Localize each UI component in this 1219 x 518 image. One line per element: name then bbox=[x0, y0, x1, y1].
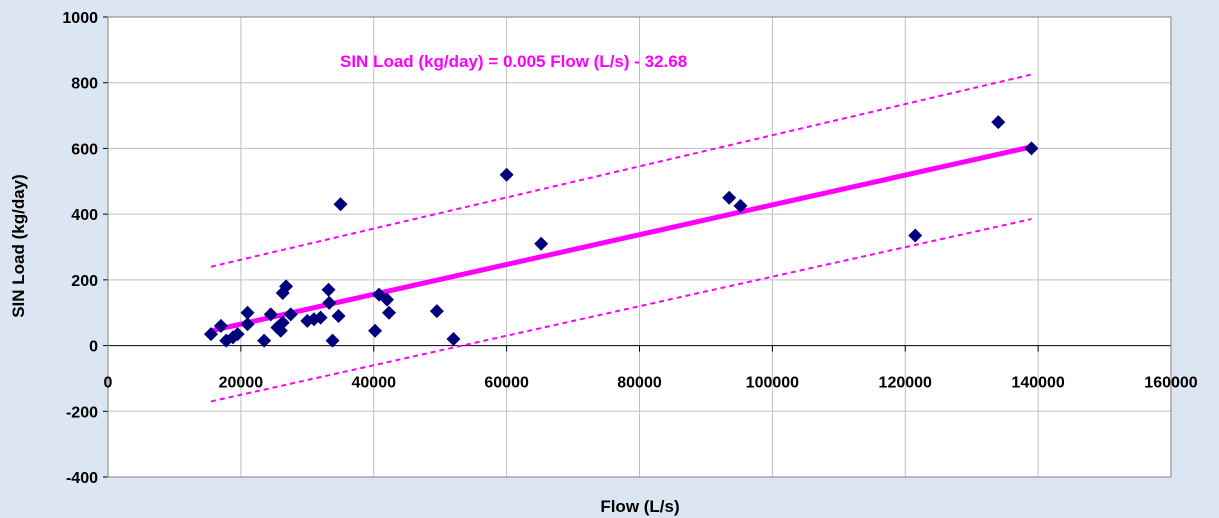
x-tick-label: 20000 bbox=[219, 375, 264, 392]
y-tick-label: -400 bbox=[66, 470, 98, 487]
prediction-band bbox=[210, 73, 1032, 403]
data-point bbox=[446, 332, 461, 346]
x-tick-label: 100000 bbox=[746, 375, 799, 392]
x-tick-label: 140000 bbox=[1011, 375, 1064, 392]
data-point bbox=[908, 228, 923, 243]
fit-line bbox=[210, 144, 1033, 334]
x-tick-label: 60000 bbox=[484, 375, 529, 392]
upper-band-line bbox=[210, 73, 1032, 268]
y-tick-label: 600 bbox=[71, 141, 98, 158]
data-point bbox=[380, 292, 395, 307]
y-axis-title: SIN Load (kg/day) bbox=[9, 174, 28, 318]
data-point bbox=[322, 295, 337, 310]
data-point bbox=[275, 315, 290, 330]
x-tick-label: 0 bbox=[104, 375, 113, 392]
y-tick-label: 0 bbox=[89, 339, 98, 356]
y-tick-label: 200 bbox=[71, 273, 98, 290]
data-point bbox=[333, 197, 348, 212]
x-axis-title: Flow (L/s) bbox=[600, 497, 679, 516]
data-point bbox=[313, 310, 328, 325]
data-point bbox=[240, 305, 255, 320]
tick-labels: -400 -200 0 200 400 600 800 1000 0 20000 40000 6000… bbox=[62, 10, 1197, 487]
data-point bbox=[991, 115, 1006, 130]
regression-line bbox=[210, 144, 1033, 334]
data-point bbox=[279, 279, 294, 294]
data-point bbox=[368, 323, 383, 338]
y-tick-label: 400 bbox=[71, 207, 98, 224]
y-tick-label: 1000 bbox=[62, 10, 98, 27]
data-point bbox=[263, 307, 278, 322]
data-point bbox=[499, 167, 514, 182]
data-point bbox=[257, 333, 272, 348]
data-point bbox=[203, 327, 218, 342]
data-point bbox=[321, 282, 336, 297]
x-tick-label: 40000 bbox=[352, 375, 397, 392]
data-point bbox=[382, 305, 397, 320]
plot-border bbox=[107, 16, 1172, 478]
data-point bbox=[331, 309, 346, 323]
data-points bbox=[203, 115, 1039, 348]
y-tick-label: -200 bbox=[66, 404, 98, 421]
data-point bbox=[283, 307, 298, 322]
fit-equation-annotation: SIN Load (kg/day) = 0.005 Flow (L/s) - 3… bbox=[340, 52, 687, 71]
x-tick-label: 120000 bbox=[879, 375, 932, 392]
data-point bbox=[722, 190, 737, 205]
y-tick-label: 800 bbox=[71, 76, 98, 93]
data-point bbox=[733, 198, 748, 213]
data-point bbox=[325, 333, 340, 348]
data-point bbox=[230, 327, 245, 342]
x-tick-label: 160000 bbox=[1144, 375, 1197, 392]
data-point bbox=[429, 304, 444, 319]
axes bbox=[103, 16, 1172, 478]
x-tick-label: 80000 bbox=[617, 375, 662, 392]
data-point bbox=[534, 236, 549, 251]
data-point bbox=[240, 317, 255, 332]
data-point bbox=[213, 318, 228, 333]
data-point bbox=[1024, 141, 1039, 156]
